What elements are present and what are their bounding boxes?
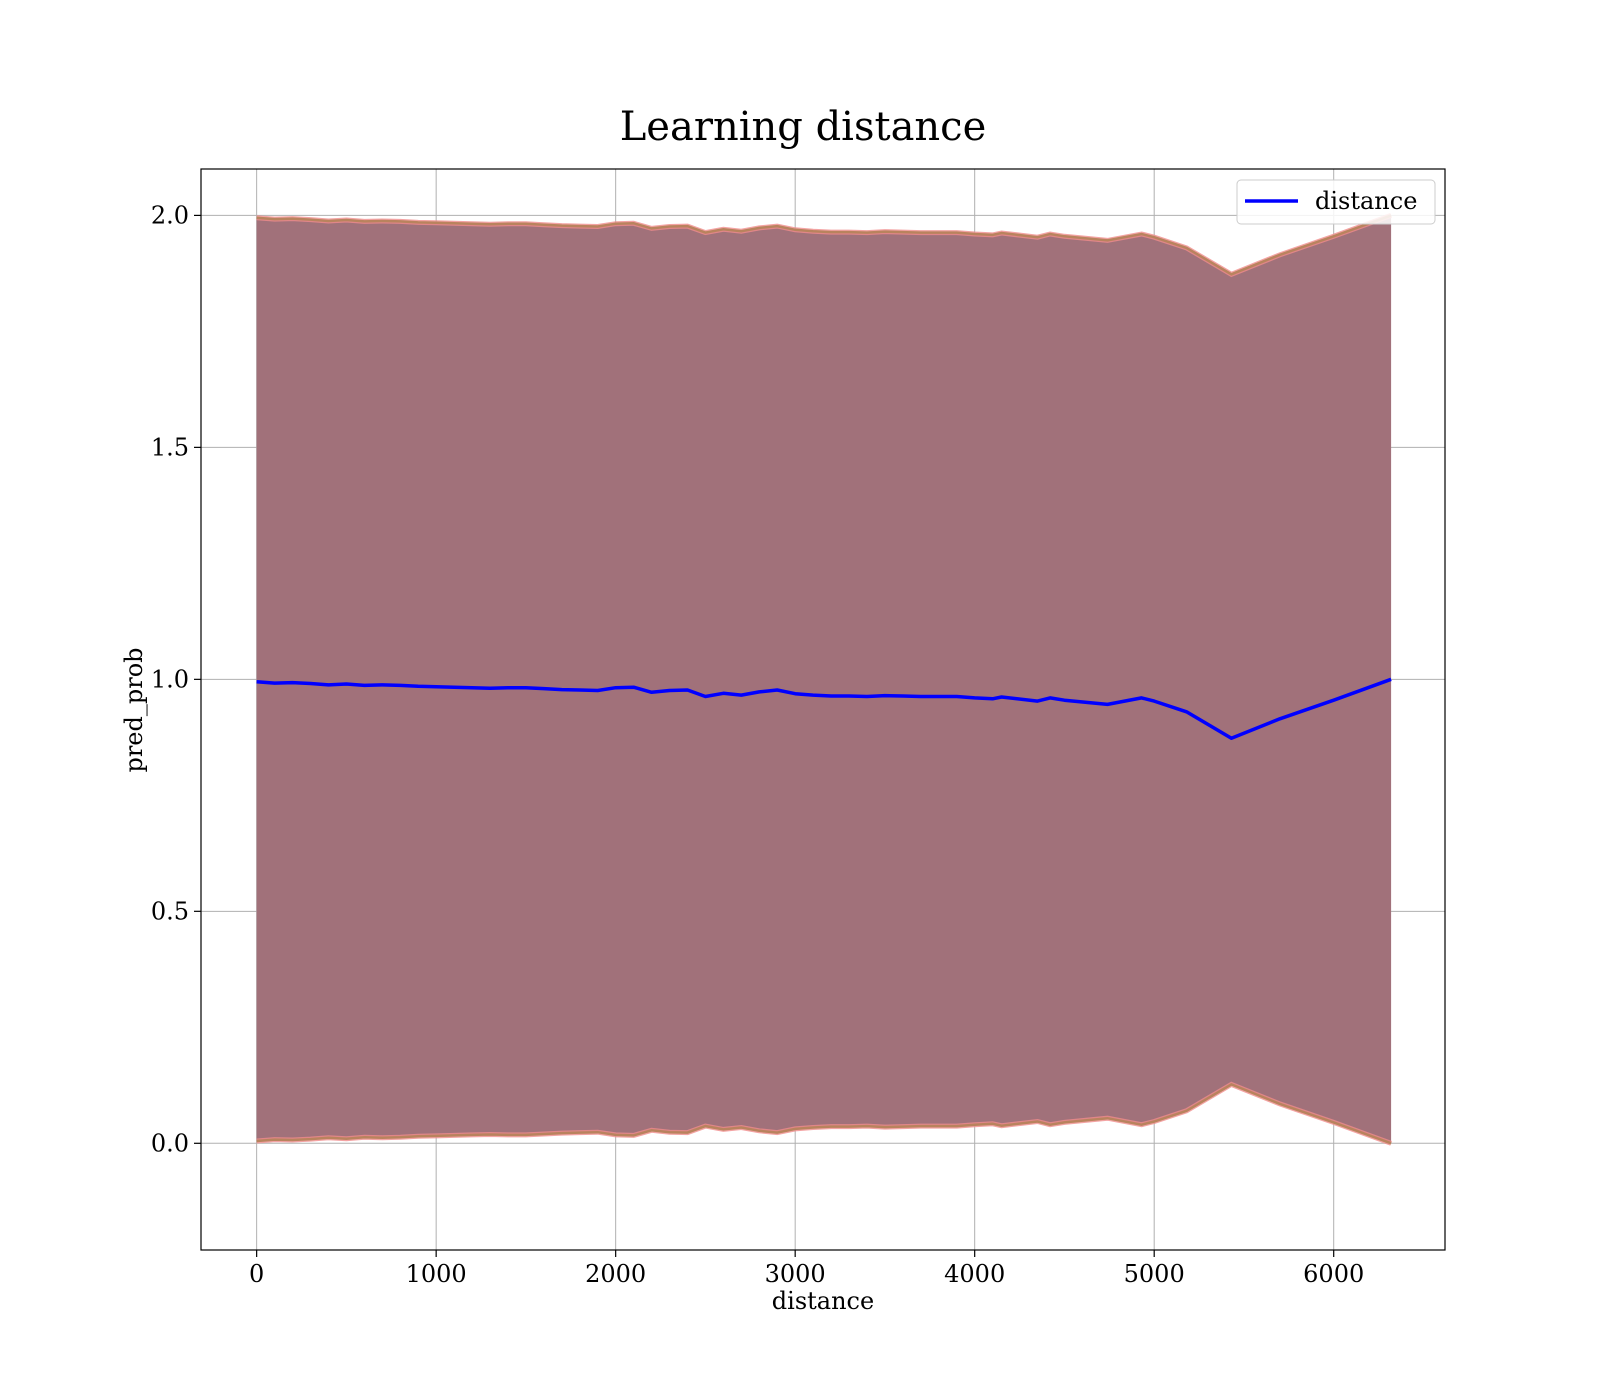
legend-box [1236, 179, 1436, 225]
series-lines [256, 677, 1392, 741]
x-tick-label: 2000 [585, 1260, 646, 1288]
chart-title: Learning distance [620, 104, 987, 150]
y-tick-label: 2.0 [151, 201, 189, 229]
x-tick-label: 4000 [944, 1260, 1005, 1288]
x-tick-label: 1000 [406, 1260, 467, 1288]
x-tick-label: 3000 [765, 1260, 826, 1288]
series-line-distance [256, 677, 1392, 741]
plot-frame [200, 168, 1446, 1251]
confidence-band [256, 213, 1392, 1146]
y-tick-label: 1.5 [151, 433, 189, 461]
x-axis-ticks: 0 1000 2000 3000 4000 5000 6000 [249, 1250, 1364, 1288]
y-tick-label: 0.0 [151, 1129, 189, 1157]
band-lower-edge-inner [256, 1083, 1392, 1145]
y-tick-label: 0.5 [151, 897, 189, 925]
band-area [256, 215, 1392, 1144]
band-upper-edge-inner [256, 214, 1392, 276]
legend: distance [1236, 179, 1436, 225]
y-axis-ticks: 0.0 0.5 1.0 1.5 2.0 [151, 201, 201, 1157]
x-tick-label: 6000 [1303, 1260, 1364, 1288]
y-axis-label: pred_prob [120, 647, 148, 772]
y-tick-label: 1.0 [151, 665, 189, 693]
legend-label-distance: distance [1315, 187, 1417, 215]
x-axis-label: distance [772, 1287, 874, 1315]
x-tick-label: 5000 [1124, 1260, 1185, 1288]
x-tick-label: 0 [249, 1260, 264, 1288]
